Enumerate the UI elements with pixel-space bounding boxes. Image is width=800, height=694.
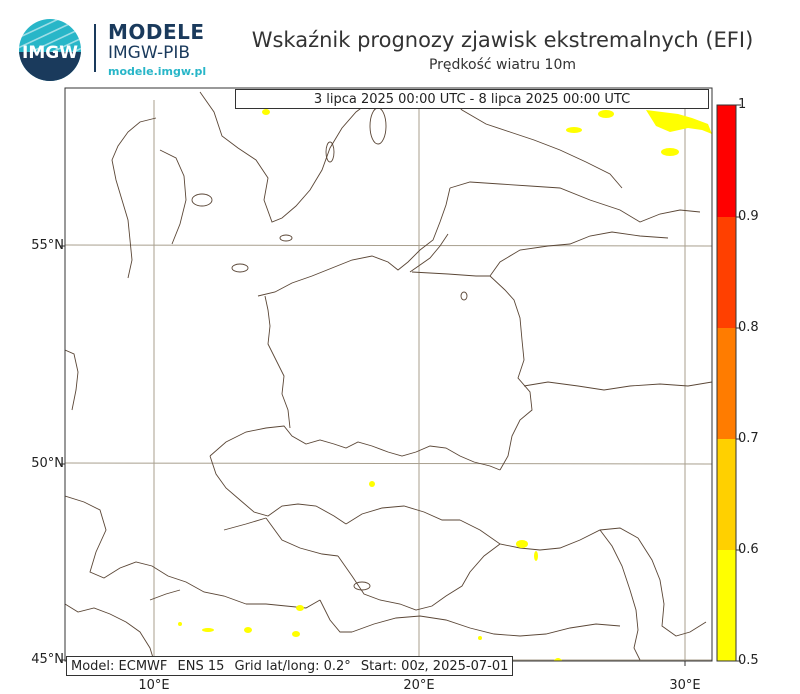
- it-north-border: [149, 589, 181, 601]
- efi-patch: [566, 127, 582, 133]
- colorbar-segment: [717, 217, 736, 328]
- colorbar-tick-0.5: 0.5: [738, 653, 759, 668]
- zealand: [191, 193, 213, 207]
- sweden-coast: [199, 91, 393, 223]
- ro-east: [599, 529, 641, 661]
- efi-patch: [661, 148, 679, 156]
- colorbar-segment: [717, 105, 736, 217]
- balaton: [353, 581, 371, 591]
- de-at-border: [223, 517, 339, 557]
- lon-label-30: 30°E: [669, 678, 701, 693]
- model-info-box: Model: ECMWF ENS 15 Grid lat/long: 0.2° …: [66, 656, 514, 676]
- efi-patch: [534, 551, 538, 561]
- colorbar-tick-0.8: 0.8: [738, 320, 759, 335]
- balkans-border: [351, 615, 621, 637]
- si-hr-border: [246, 599, 352, 633]
- efi-patch: [202, 628, 214, 632]
- efi-patch: [292, 631, 300, 637]
- efi-patch: [516, 540, 528, 548]
- brand-url[interactable]: modele.imgw.pl: [108, 65, 207, 78]
- hu-south-border: [337, 543, 501, 611]
- colorbar-tick-0.6: 0.6: [738, 542, 759, 557]
- colorbar-tick-0.7: 0.7: [738, 431, 759, 446]
- logo-separator: [94, 24, 96, 72]
- brand-block: MODELE IMGW-PIB modele.imgw.pl: [108, 22, 206, 77]
- ens-label: ENS 15: [177, 659, 225, 674]
- cz-at-border: [209, 455, 347, 525]
- efi-patch: [478, 636, 482, 640]
- efi-patch: [369, 481, 375, 487]
- lake: [279, 234, 293, 242]
- map-background: [65, 88, 712, 661]
- md-ro-border: [637, 537, 707, 637]
- efi-fields: [178, 109, 712, 661]
- boundaries: [65, 91, 712, 661]
- oland: [325, 141, 335, 163]
- efi-patch: [598, 110, 614, 118]
- sk-hu-border: [345, 505, 460, 525]
- efi-patch: [262, 109, 270, 115]
- colorbar-frame: [716, 104, 737, 662]
- lat-label-55: 55°N: [31, 238, 64, 253]
- colorbar-segment: [717, 439, 736, 550]
- colorbar-tick-0.9: 0.9: [738, 209, 759, 224]
- brand-line1: MODELE: [108, 20, 205, 44]
- colorbar-segment: [717, 550, 736, 661]
- jutland-coast: [111, 117, 157, 279]
- lat-label-50: 50°N: [31, 456, 64, 471]
- imgw-logo: IMGW: [19, 19, 81, 81]
- pl-cz-sk-border: [209, 425, 501, 471]
- latvia-lithuania-border: [489, 231, 669, 277]
- lon-label-10: 10°E: [138, 678, 170, 693]
- map-subtitle: Prędkość wiatru 10m: [428, 57, 576, 73]
- colorbar-segment: [717, 328, 736, 439]
- kaliningrad-border: [411, 271, 490, 277]
- pl-east-border: [489, 275, 533, 471]
- efi-patch: [296, 605, 304, 611]
- model-label: Model: ECMWF: [71, 659, 168, 674]
- efi-patch: [646, 110, 712, 134]
- by-ua-border: [523, 381, 712, 391]
- grid-label: Grid lat/long: 0.2°: [234, 659, 351, 674]
- baltic-coast: [257, 187, 451, 297]
- finland-estonia-coast: [443, 91, 623, 189]
- fr-ch-border: [65, 495, 247, 605]
- curonian-spit: [409, 233, 449, 273]
- lon-label-20: 20°E: [403, 678, 435, 693]
- lat-label-45: 45°N: [31, 652, 64, 667]
- efi-patch: [553, 658, 563, 661]
- nl-coast: [65, 349, 79, 411]
- lake: [460, 291, 468, 301]
- grid-lat-50: [65, 462, 712, 465]
- ro-north-border: [459, 519, 639, 551]
- map-title: Wskaźnik prognozy zjawisk ekstremalnych …: [251, 28, 754, 52]
- de-pl-border: [264, 295, 291, 429]
- rugen: [231, 263, 249, 273]
- logo-mark-text: IMGW: [22, 43, 78, 63]
- colorbar: [716, 104, 741, 662]
- danish-islands: [159, 149, 187, 245]
- alps-border: [65, 603, 155, 661]
- estonia-latvia-border: [449, 181, 701, 223]
- grid-lat-55: [65, 244, 712, 247]
- efi-patch: [178, 622, 182, 626]
- brand-line2: IMGW-PIB: [108, 43, 191, 63]
- efi-patch: [244, 627, 252, 633]
- colorbar-tick-1: 1: [738, 97, 747, 112]
- forecast-period: 3 lipca 2025 00:00 UTC - 8 lipca 2025 00…: [235, 89, 709, 109]
- start-label: Start: 00z, 2025-07-01: [360, 659, 509, 674]
